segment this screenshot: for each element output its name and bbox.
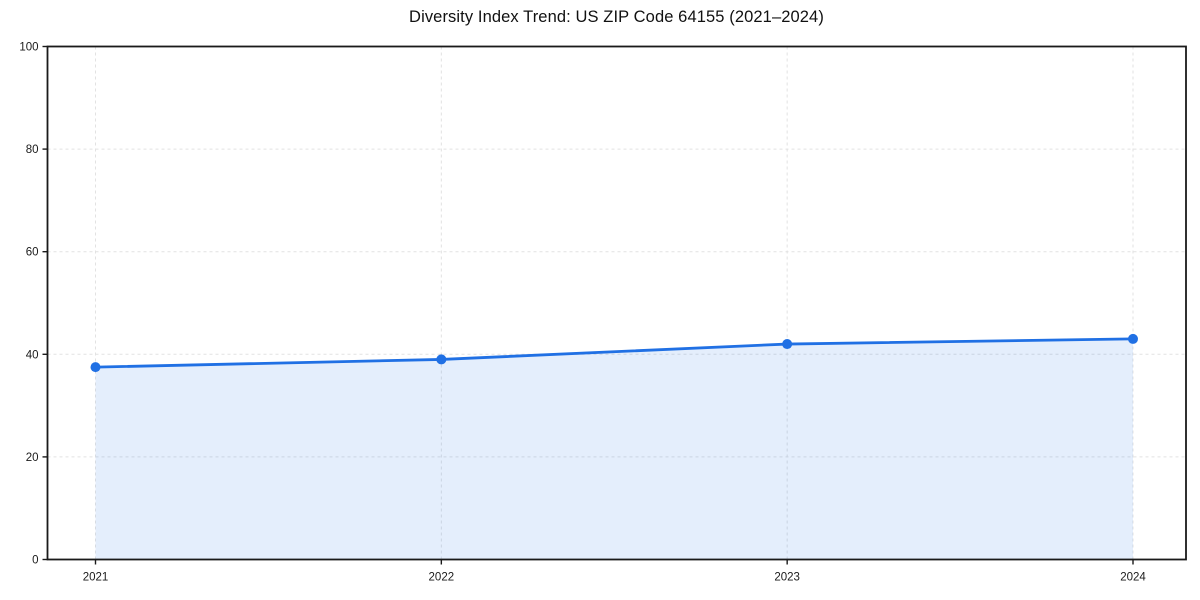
x-tick-label: 2023 xyxy=(774,572,800,584)
y-tick-label: 0 xyxy=(32,555,38,567)
y-tick-label: 80 xyxy=(26,144,39,156)
y-tick-label: 100 xyxy=(19,42,38,54)
y-tick-label: 60 xyxy=(26,247,39,259)
data-point-marker xyxy=(1128,333,1138,344)
x-tick-label: 2024 xyxy=(1120,572,1146,584)
data-point-marker xyxy=(436,354,447,365)
plot-frame xyxy=(46,45,1187,561)
series-line xyxy=(94,337,1135,369)
data-point-marker xyxy=(90,362,101,373)
y-tick-label: 40 xyxy=(26,349,39,361)
chart-title: Diversity Index Trend: US ZIP Code 64155… xyxy=(409,8,824,26)
x-tick-label: 2021 xyxy=(83,572,109,584)
y-tick-label: 20 xyxy=(26,452,39,464)
x-tick-label: 2022 xyxy=(429,572,455,584)
data-point-marker xyxy=(782,339,793,350)
series-area-fill xyxy=(95,338,1133,560)
